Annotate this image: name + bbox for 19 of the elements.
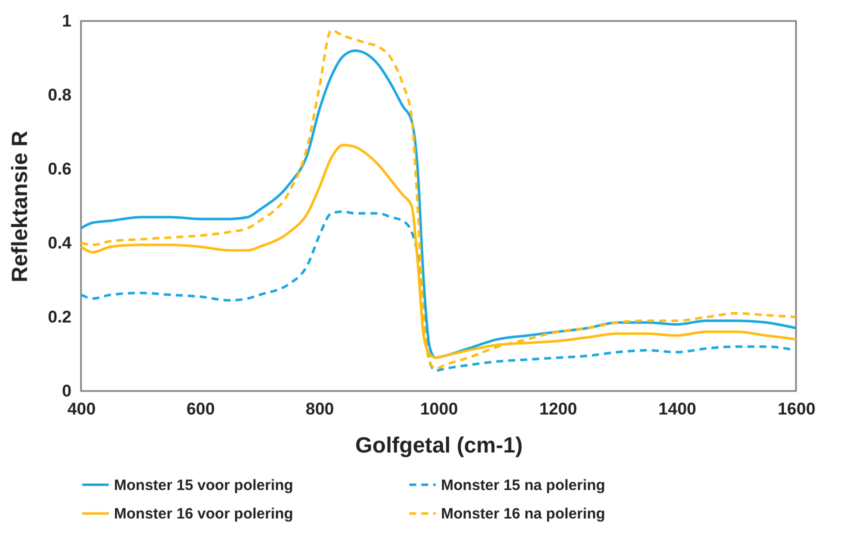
legend-label: Monster 15 voor polering xyxy=(114,476,294,494)
y-tick-label: 1 xyxy=(62,12,72,30)
x-tick-label: 1600 xyxy=(778,400,816,418)
y-tick-label: 0.8 xyxy=(48,86,72,104)
x-tick-label: 800 xyxy=(306,400,334,418)
x-tick-label: 600 xyxy=(186,400,215,418)
x-tick-label: 1400 xyxy=(658,400,696,418)
x-tick-label: 1000 xyxy=(420,400,458,418)
x-tick-label: 1200 xyxy=(539,400,578,418)
x-axis-title: Golfgetal (cm-1) xyxy=(355,432,523,458)
y-tick-label: 0.4 xyxy=(48,234,72,252)
y-tick-label: 0.6 xyxy=(48,160,72,178)
y-axis-title: Reflektansie R xyxy=(6,130,32,282)
legend-label: Monster 16 voor polering xyxy=(114,506,294,522)
y-tick-label: 0.2 xyxy=(48,308,72,326)
legend-label: Monster 15 na polering xyxy=(441,476,606,494)
legend-label: Monster 16 na polering xyxy=(441,506,606,522)
x-tick-label: 400 xyxy=(67,400,96,418)
y-tick-label: 0 xyxy=(62,382,72,400)
